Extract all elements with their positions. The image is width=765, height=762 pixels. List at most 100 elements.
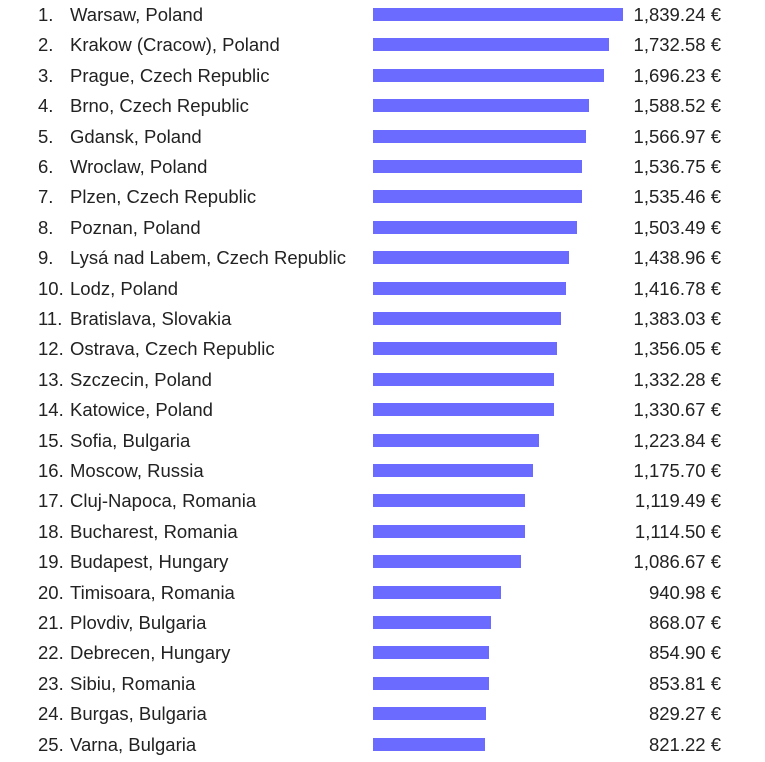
value-label: 1,356.05 € <box>633 338 721 360</box>
category-label: Szczecin, Poland <box>70 368 212 390</box>
category-label: Sofia, Bulgaria <box>70 429 191 451</box>
chart-row: 24. Burgas, Bulgaria 829.27 € <box>0 699 765 729</box>
bar <box>373 220 578 234</box>
category-label: Lysá nad Labem, Czech Republic <box>70 247 346 269</box>
category-label: Prague, Czech Republic <box>70 64 270 86</box>
bar <box>373 646 490 660</box>
bar <box>373 585 501 599</box>
value-label: 1,566.97 € <box>633 125 721 147</box>
rank-label: 6. <box>38 156 54 177</box>
category-label: Cluj-Napoca, Romania <box>70 490 257 512</box>
chart-row: 16. Moscow, Russia 1,175.70 € <box>0 456 765 486</box>
value-label: 1,438.96 € <box>633 247 721 269</box>
rank-label: 18. <box>38 520 64 542</box>
bar <box>373 524 525 538</box>
category-label: Poznan, Poland <box>70 216 201 238</box>
rank-label: 24. <box>38 703 64 725</box>
rank-label: 11. <box>38 308 63 329</box>
chart-row: 17. Cluj-Napoca, Romania 1,119.49 € <box>0 486 765 516</box>
value-label: 854.90 € <box>648 642 721 664</box>
chart-row: 11. Bratislava, Slovakia 1,383.03 € <box>0 304 765 334</box>
bar <box>373 342 558 356</box>
bar <box>373 129 586 143</box>
value-label: 1,119.49 € <box>634 490 721 512</box>
category-label: Plovdiv, Bulgaria <box>70 612 207 633</box>
category-label: Sibiu, Romania <box>70 672 196 694</box>
bar <box>373 281 566 295</box>
value-label: 1,332.28 € <box>633 368 721 390</box>
category-label: Plzen, Czech Republic <box>70 186 257 208</box>
bar <box>373 312 561 325</box>
category-label: Ostrava, Czech Republic <box>70 338 275 360</box>
value-label: 1,839.24 € <box>633 4 721 25</box>
value-label: 1,732.58 € <box>633 34 721 56</box>
rank-label: 13. <box>38 368 64 390</box>
rank-label: 14. <box>38 399 64 421</box>
category-label: Budapest, Hungary <box>70 551 229 573</box>
value-label: 853.81 € <box>648 672 721 694</box>
rank-label: 19. <box>38 551 64 573</box>
chart-row: 1. Warsaw, Poland 1,839.24 € <box>0 0 765 30</box>
rank-label: 4. <box>38 95 54 117</box>
value-label: 940.98 € <box>648 581 721 603</box>
chart-row: 2. Krakow (Cracow), Poland 1,732.58 € <box>0 30 765 60</box>
chart-row: 21. Plovdiv, Bulgaria 868.07 € <box>0 608 765 638</box>
category-label: Debrecen, Hungary <box>70 642 231 664</box>
chart-row: 12. Ostrava, Czech Republic 1,356.05 € <box>0 334 765 364</box>
bar <box>373 494 526 508</box>
value-label: 1,535.46 € <box>633 186 721 208</box>
chart-row: 9. Lysá nad Labem, Czech Republic 1,438.96… <box>0 243 765 273</box>
rank-label: 12. <box>38 338 64 360</box>
category-label: Gdansk, Poland <box>70 125 202 147</box>
rank-label: 5. <box>38 125 54 147</box>
rank-label: 15. <box>38 429 64 451</box>
rank-label: 25. <box>38 733 64 755</box>
bar <box>373 616 491 629</box>
chart-row: 10. Lodz, Poland 1,416.78 € <box>0 274 765 304</box>
rank-label: 22. <box>38 642 64 664</box>
category-label: Moscow, Russia <box>70 460 204 481</box>
rank-label: 9. <box>38 247 54 269</box>
chart-row: 19. Budapest, Hungary 1,086.67 € <box>0 547 765 577</box>
rank-label: 20. <box>38 581 64 603</box>
rank-label: 10. <box>38 277 64 299</box>
value-label: 1,114.50 € <box>634 520 721 542</box>
rank-label: 2. <box>38 34 54 56</box>
rank-label: 23. <box>38 672 64 694</box>
chart-row: 22. Debrecen, Hungary 854.90 € <box>0 638 765 668</box>
value-label: 868.07 € <box>648 612 721 633</box>
category-label: Lodz, Poland <box>70 277 179 299</box>
category-label: Brno, Czech Republic <box>70 95 249 117</box>
value-label: 1,086.67 € <box>633 551 721 573</box>
value-label: 1,536.75 € <box>633 156 721 177</box>
category-label: Wroclaw, Poland <box>70 156 208 177</box>
rank-label: 8. <box>38 216 54 238</box>
chart-row: 14. Katowice, Poland 1,330.67 € <box>0 395 765 425</box>
value-label: 821.22 € <box>648 733 721 755</box>
value-label: 1,416.78 € <box>633 277 721 299</box>
category-label: Varna, Bulgaria <box>70 733 197 755</box>
bar <box>373 190 582 204</box>
bar <box>373 251 569 265</box>
value-label: 1,588.52 € <box>633 95 721 117</box>
bar <box>373 676 490 690</box>
category-label: Katowice, Poland <box>70 399 213 421</box>
chart-row: 20. Timisoara, Romania 940.98 € <box>0 578 765 608</box>
category-label: Bucharest, Romania <box>70 520 238 542</box>
bar <box>373 555 521 569</box>
rank-label: 16. <box>38 460 64 481</box>
value-label: 829.27 € <box>648 703 721 725</box>
category-label: Bratislava, Slovakia <box>70 308 232 329</box>
rank-label: 21. <box>38 612 64 633</box>
rank-label: 7. <box>38 186 54 208</box>
chart-row: 6. Wroclaw, Poland 1,536.75 € <box>0 152 765 182</box>
chart-row: 18. Bucharest, Romania 1,114.50 € <box>0 517 765 547</box>
value-label: 1,503.49 € <box>633 216 721 238</box>
value-label: 1,696.23 € <box>633 64 721 86</box>
chart-row: 5. Gdansk, Poland 1,566.97 € <box>0 122 765 152</box>
bar <box>373 68 604 82</box>
chart-row: 23. Sibiu, Romania 853.81 € <box>0 669 765 699</box>
category-label: Timisoara, Romania <box>70 581 235 603</box>
value-label: 1,223.84 € <box>633 429 721 451</box>
